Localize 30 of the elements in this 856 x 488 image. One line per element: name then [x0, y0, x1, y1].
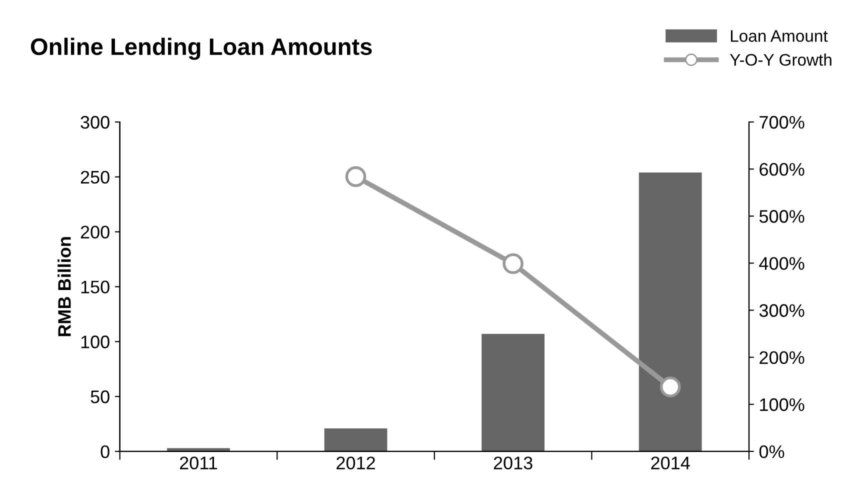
bar — [324, 428, 388, 452]
y2-tick-label: 100% — [760, 398, 804, 412]
y-tick-label: 100 — [81, 336, 110, 348]
y-tick-label: 200 — [80, 226, 110, 239]
y-tick-label: 300 — [80, 116, 110, 129]
y-tick-label: 50 — [90, 390, 110, 404]
x-tick-label: 2013 — [494, 456, 532, 470]
y-tick-label: 0 — [100, 445, 110, 458]
x-tick-label: 2011 — [180, 456, 218, 470]
point — [345, 166, 366, 188]
legend-label: Y-O-Y Growth — [730, 54, 832, 66]
bar — [167, 448, 230, 452]
y2-tick-label: 500% — [759, 210, 804, 223]
y2-tick-label: 0% — [759, 445, 784, 458]
x-tick-label: 2012 — [336, 456, 375, 470]
y-axis-title: RMB Billion — [58, 237, 71, 336]
chart-title: Online Lending Loan Amounts — [30, 38, 372, 60]
bar — [482, 334, 545, 452]
y2-tick-label: 400% — [759, 257, 804, 270]
y-tick-label: 250 — [80, 170, 110, 184]
y2-tick-label: 700% — [760, 116, 804, 129]
legend-label: Loan Amount — [730, 30, 828, 42]
y-tick-label: 150 — [81, 280, 110, 294]
point — [660, 376, 681, 398]
y2-tick-label: 300% — [759, 304, 804, 317]
y2-tick-label: 200% — [760, 351, 804, 364]
y2-tick-label: 600% — [760, 162, 804, 176]
x-tick-label: 2014 — [651, 456, 690, 470]
bar — [638, 172, 702, 452]
point — [502, 253, 524, 274]
